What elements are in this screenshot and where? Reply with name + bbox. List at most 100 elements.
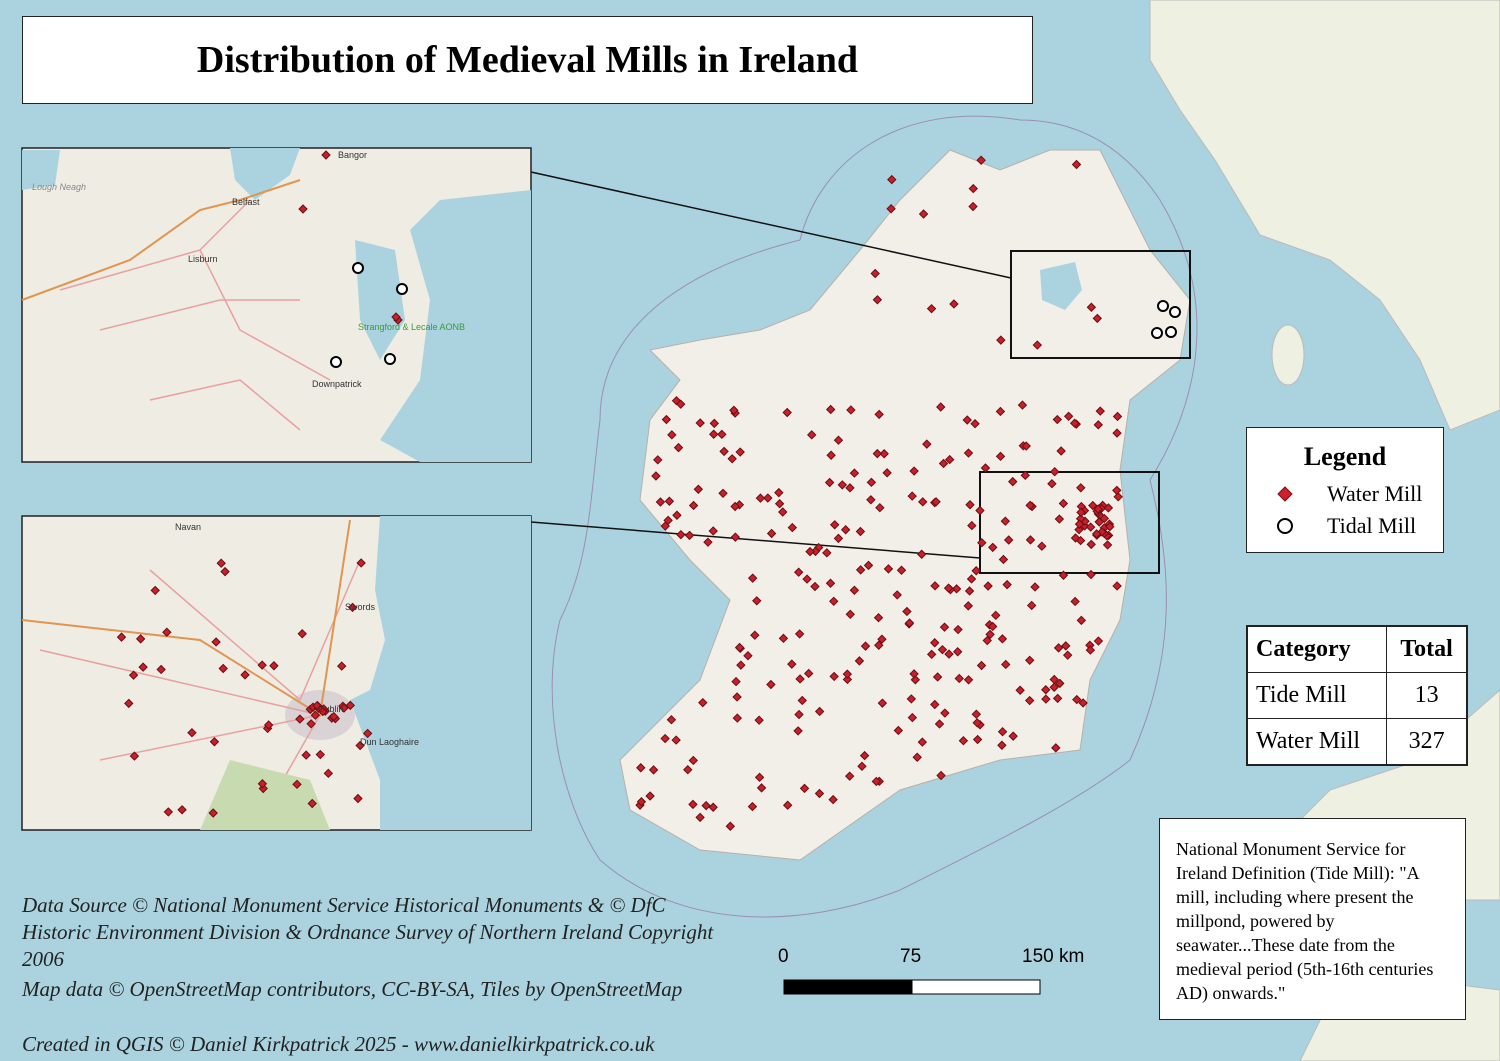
water-mill-marker [877,634,887,644]
water-mill-marker [863,560,874,571]
water-mill-marker [1041,694,1051,704]
water-mill-marker [1102,540,1113,550]
water-mill-marker [845,609,855,620]
water-mill-marker [391,312,401,322]
place-label: Dublin [318,704,344,714]
water-mill-marker [965,500,975,510]
water-mill-marker [1025,500,1035,511]
water-mill-marker [954,673,964,684]
isle-of-man [1271,324,1305,386]
place-label: Dun Laoghaire [360,737,419,747]
water-mill-marker [909,466,919,476]
water-mill-marker [842,669,853,679]
water-mill-marker [774,487,784,498]
water-mill-marker [1030,582,1040,592]
water-mill-marker [860,641,871,651]
water-mill-marker [872,448,883,459]
water-mill-marker [799,783,810,794]
water-mill-marker [814,788,825,799]
water-mill-marker [660,733,670,744]
water-mill-marker [298,204,308,214]
water-mill-marker [323,768,334,779]
water-mill-marker [1025,535,1036,545]
water-mill-marker [892,590,902,600]
water-mill-marker [991,610,1001,621]
water-mill-marker [1112,411,1123,422]
water-mill-marker [648,765,659,775]
water-mill-marker [263,720,274,730]
water-mill-marker [1112,485,1122,496]
water-mill-marker [778,507,788,517]
water-mill-marker [734,642,745,653]
scale-label: 75 [900,946,922,967]
water-mill-marker [975,505,985,516]
water-mill-marker [1024,695,1035,706]
water-mill-marker [810,581,820,592]
water-mill-marker [732,692,742,702]
water-mill-marker [802,574,812,584]
water-mill-marker [698,697,708,708]
water-mill-marker [1063,411,1074,422]
water-mill-marker [962,415,972,425]
water-mill-marker [292,779,302,790]
water-mill-marker [636,763,646,773]
legend-symbol [1277,518,1293,534]
water-mill-marker [997,726,1008,737]
water-mill-marker [793,726,803,736]
water-mill-marker [116,632,127,642]
place-label: Strangford & Lecale AONB [358,322,465,332]
water-mill-marker [725,821,736,831]
water-mill-marker [1093,504,1103,514]
water-mill-marker [315,749,326,760]
table: Category Total Tide Mill 13 Water Mill 327 [1246,626,1467,765]
water-mill-marker [128,670,139,680]
water-mill-marker [719,446,729,457]
place-label: Downpatrick [312,379,362,389]
water-mill-marker [953,624,963,635]
cell: Water Mill [1246,718,1388,765]
water-mill-marker [355,740,365,751]
water-mill-marker [329,711,339,722]
water-mill-marker [747,801,758,812]
cell: Tide Mill [1246,672,1388,719]
water-mill-marker [1002,579,1012,590]
water-mill-marker [187,727,197,738]
water-mill-marker [1008,731,1018,741]
scale-label: 0 [778,946,789,967]
water-mill-marker [1072,694,1082,705]
water-mill-marker [1112,581,1122,591]
water-mill-marker [1050,466,1060,477]
water-mill-marker [664,496,675,506]
water-mill-marker [1037,541,1047,551]
water-mill-marker [307,798,317,809]
legend-title: Legend [1303,442,1387,471]
water-mill-marker [930,699,940,710]
tidal-mill-marker [330,356,342,368]
water-mill-marker [1001,659,1011,670]
water-mill-marker [306,719,316,729]
water-mill-marker [873,613,884,623]
water-mill-marker [934,719,945,729]
water-mill-marker [672,510,682,520]
water-mill-marker [708,526,718,536]
water-mill-marker [909,669,919,679]
water-mill-marker [162,627,172,637]
inset-box-north [1010,250,1191,359]
water-mill-marker [855,565,866,575]
water-mill-marker [1056,446,1066,456]
water-mill-marker [922,439,932,449]
water-mill-marker [938,458,949,469]
water-mill-marker [1055,678,1065,689]
water-mill-marker [1017,400,1028,410]
water-mill-marker [995,406,1006,417]
water-mill-marker [1076,615,1087,626]
water-mill-marker [844,771,855,781]
water-mill-marker [1032,340,1043,350]
water-mill-marker [301,750,311,760]
water-mill-marker [347,602,358,613]
water-mill-marker [766,679,776,690]
water-mill-marker [939,622,950,632]
water-mill-marker [996,335,1006,345]
water-mill-marker [1088,500,1098,511]
water-mill-marker [671,395,682,406]
